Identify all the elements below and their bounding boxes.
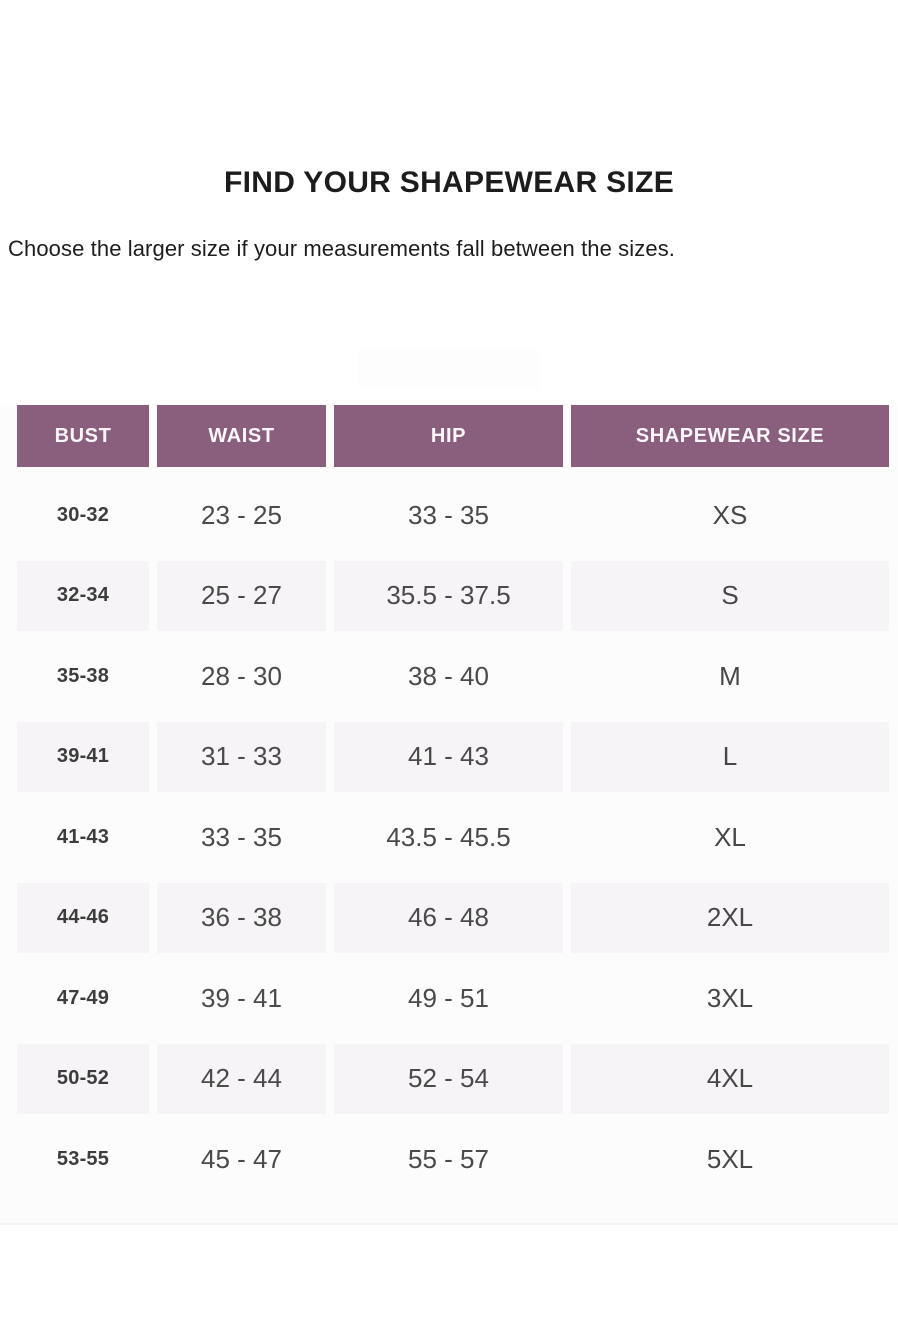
- waist-cell: 23 - 25: [201, 499, 282, 530]
- hip-cell: 49 - 51: [408, 982, 489, 1013]
- hip-cell: 41 - 43: [334, 721, 563, 792]
- hip-cell: 55 - 57: [408, 1143, 489, 1174]
- size-chart-row-5xl: 53-55 45 - 47 55 - 57 5XL: [0, 1119, 898, 1200]
- bust-cell: 32-34: [17, 560, 149, 631]
- waist-cell: 33 - 35: [201, 821, 282, 852]
- column-header-bust: BUST: [17, 405, 149, 467]
- size-chart-row-2xl: 44-46 36 - 38 46 - 48 2XL: [0, 878, 898, 959]
- size-chart-row-4xl: 50-52 42 - 44 52 - 54 4XL: [0, 1039, 898, 1120]
- page-title: FIND YOUR SHAPEWEAR SIZE: [223, 166, 675, 199]
- waist-cell: 28 - 30: [201, 660, 282, 691]
- column-header-shapewear-size: SHAPEWEAR SIZE: [571, 405, 889, 467]
- hip-cell: 52 - 54: [334, 1043, 563, 1114]
- bust-cell: 50-52: [17, 1043, 149, 1114]
- size-chart: BUST WAIST HIP SHAPEWEAR SIZE 30-32 23 - …: [0, 405, 898, 1225]
- waist-cell: 42 - 44: [157, 1043, 326, 1114]
- waist-cell: 39 - 41: [201, 982, 282, 1013]
- size-chart-row-s: 32-34 25 - 27 35.5 - 37.5 S: [0, 556, 898, 637]
- bust-cell: 47-49: [56, 986, 110, 1009]
- hip-cell: 33 - 35: [408, 499, 489, 530]
- size-cell: 5XL: [706, 1143, 754, 1174]
- size-cell: 3XL: [706, 982, 754, 1013]
- size-chart-header-row: BUST WAIST HIP SHAPEWEAR SIZE: [0, 405, 898, 467]
- hip-cell: 43.5 - 45.5: [386, 821, 511, 852]
- page-subtitle: Choose the larger size if your measureme…: [8, 236, 676, 261]
- hip-cell: 46 - 48: [334, 882, 563, 953]
- waist-cell: 31 - 33: [157, 721, 326, 792]
- hip-cell: 38 - 40: [408, 660, 489, 691]
- size-chart-body: 30-32 23 - 25 33 - 35 XS 32-34 25 - 27 35.5 - …: [0, 475, 898, 1200]
- size-chart-row-xl: 41-43 33 - 35 43.5 - 45.5 XL: [0, 797, 898, 878]
- bust-cell: 41-43: [56, 825, 110, 848]
- size-cell: 4XL: [571, 1043, 889, 1114]
- size-chart-row-l: 39-41 31 - 33 41 - 43 L: [0, 717, 898, 798]
- size-cell: M: [719, 660, 741, 691]
- size-cell: S: [571, 560, 889, 631]
- bust-cell: 53-55: [56, 1147, 110, 1170]
- size-cell: XS: [712, 499, 748, 530]
- size-chart-row-m: 35-38 28 - 30 38 - 40 M: [0, 636, 898, 717]
- waist-cell: 25 - 27: [157, 560, 326, 631]
- column-header-waist: WAIST: [157, 405, 326, 467]
- size-chart-row-3xl: 47-49 39 - 41 49 - 51 3XL: [0, 958, 898, 1039]
- waist-cell: 45 - 47: [201, 1143, 282, 1174]
- column-header-hip: HIP: [334, 405, 563, 467]
- faint-watermark: [358, 350, 540, 390]
- bust-cell: 44-46: [17, 882, 149, 953]
- hip-cell: 35.5 - 37.5: [334, 560, 563, 631]
- size-cell: XL: [714, 821, 746, 852]
- bust-cell: 35-38: [56, 664, 110, 687]
- size-cell: L: [571, 721, 889, 792]
- waist-cell: 36 - 38: [157, 882, 326, 953]
- size-cell: 2XL: [571, 882, 889, 953]
- size-chart-row-xs: 30-32 23 - 25 33 - 35 XS: [0, 475, 898, 556]
- bust-cell: 39-41: [17, 721, 149, 792]
- bust-cell: 30-32: [56, 503, 110, 526]
